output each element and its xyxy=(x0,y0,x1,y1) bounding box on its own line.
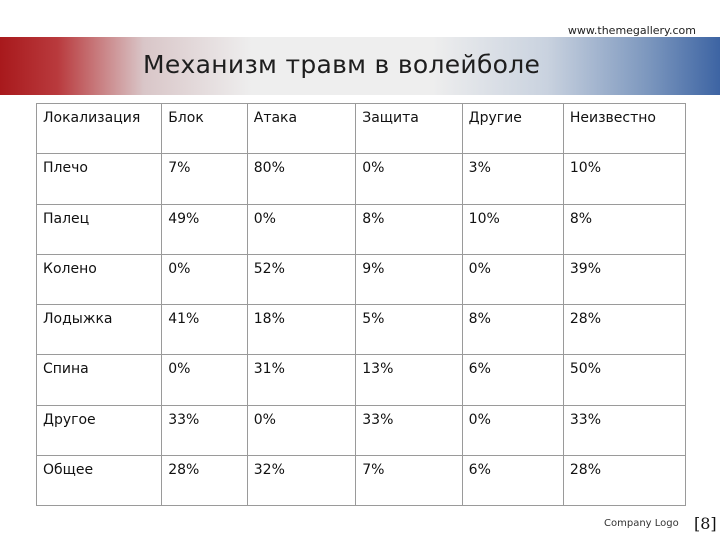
table-cell: 39% xyxy=(562,253,687,306)
table-cell: 41% xyxy=(161,303,248,356)
header-cell: Защита xyxy=(355,102,463,155)
table-cell: 80% xyxy=(246,153,357,205)
header-cell: Блок xyxy=(161,102,248,155)
table-cell: 13% xyxy=(355,354,463,406)
table-cell: 33% xyxy=(355,404,463,456)
table-cell: 10% xyxy=(461,203,564,255)
table-row: Палец 49% 0% 8% 10% 8% xyxy=(35,203,687,255)
header-cell: Неизвестно xyxy=(562,102,687,155)
table-row: Другое 33% 0% 33% 0% 33% xyxy=(35,404,687,456)
table-cell: 5% xyxy=(355,303,463,356)
table-cell: 28% xyxy=(562,303,687,356)
table-cell: 28% xyxy=(161,454,248,507)
table-cell: 8% xyxy=(562,203,687,255)
table-cell: Общее xyxy=(35,454,163,507)
table-row: Спина 0% 31% 13% 6% 50% xyxy=(35,354,687,406)
table-cell: 50% xyxy=(562,354,687,406)
table-cell: 8% xyxy=(461,303,564,356)
injury-table: Локализация Блок Атака Защита Другие Неи… xyxy=(35,102,687,507)
header-cell: Локализация xyxy=(35,102,163,155)
table-cell: 9% xyxy=(355,253,463,306)
website-url: www.themegallery.com xyxy=(567,24,696,37)
company-logo: Company Logo xyxy=(604,518,679,529)
table-cell: 0% xyxy=(461,404,564,456)
table-cell: 7% xyxy=(355,454,463,507)
table-cell: 49% xyxy=(161,203,248,255)
table-cell: 32% xyxy=(246,454,357,507)
table-cell: Плечо xyxy=(35,153,163,205)
table-cell: 31% xyxy=(246,354,357,406)
table-cell: 0% xyxy=(161,354,248,406)
table-row: Плечо 7% 80% 0% 3% 10% xyxy=(35,153,687,205)
table-cell: 6% xyxy=(461,354,564,406)
table-cell: Спина xyxy=(35,354,163,406)
table-cell: 0% xyxy=(246,404,357,456)
table-cell: 0% xyxy=(461,253,564,306)
table-cell: 6% xyxy=(461,454,564,507)
header-cell: Атака xyxy=(246,102,357,155)
table-cell: Колено xyxy=(35,253,163,306)
slide-title: Механизм травм в волейболе xyxy=(143,50,541,79)
table-row: Колено 0% 52% 9% 0% 39% xyxy=(35,253,687,306)
table-cell: 33% xyxy=(161,404,248,456)
table-cell: Палец xyxy=(35,203,163,255)
table-cell: 0% xyxy=(161,253,248,306)
table-row: Общее 28% 32% 7% 6% 28% xyxy=(35,454,687,507)
table-cell: 3% xyxy=(461,153,564,205)
table-cell: 10% xyxy=(562,153,687,205)
table-cell: 52% xyxy=(246,253,357,306)
table-cell: 28% xyxy=(562,454,687,507)
page-number: [8] xyxy=(694,514,717,533)
table-cell: 18% xyxy=(246,303,357,356)
table-cell: Другое xyxy=(35,404,163,456)
table-cell: 7% xyxy=(161,153,248,205)
table-cell: Лодыжка xyxy=(35,303,163,356)
table-row: Лодыжка 41% 18% 5% 8% 28% xyxy=(35,303,687,356)
table-cell: 0% xyxy=(246,203,357,255)
table-cell: 33% xyxy=(562,404,687,456)
table-cell: 0% xyxy=(355,153,463,205)
table-header-row: Локализация Блок Атака Защита Другие Неи… xyxy=(35,102,687,155)
header-cell: Другие xyxy=(461,102,564,155)
table-cell: 8% xyxy=(355,203,463,255)
title-band xyxy=(0,37,720,95)
